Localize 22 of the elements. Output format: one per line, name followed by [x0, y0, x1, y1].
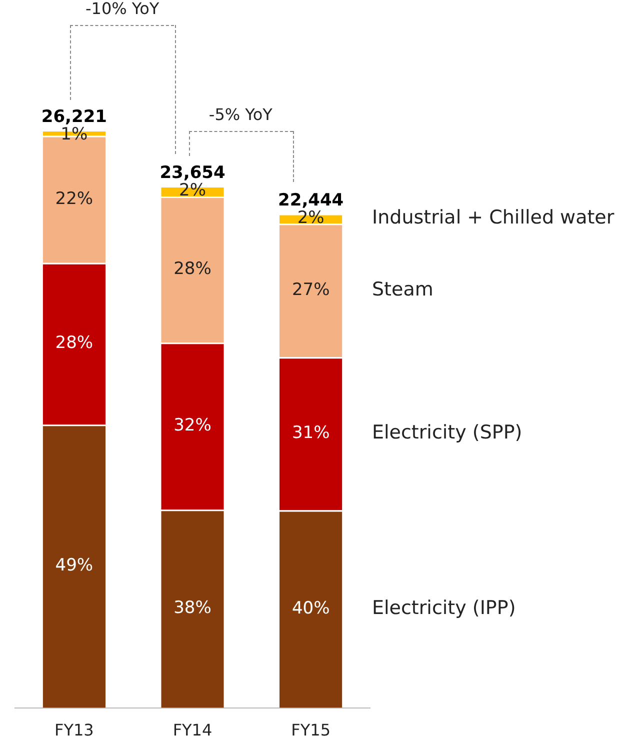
annotation: 23,654 — [160, 162, 226, 183]
series-label: Industrial + Chilled water — [372, 206, 614, 229]
series-label: Electricity (SPP) — [372, 422, 522, 444]
text: 28% — [174, 258, 212, 279]
series-label: Steam — [372, 278, 434, 300]
x-tick-label: FY15 — [291, 720, 331, 740]
text: -5% YoY — [208, 105, 272, 124]
text: 49% — [55, 556, 94, 576]
text: -10% YoY — [86, 0, 160, 18]
series-label: Electricity (IPP) — [372, 596, 516, 619]
annotation: 26,221 — [41, 106, 107, 127]
text: 32% — [174, 416, 212, 436]
text: 31% — [292, 423, 330, 444]
text: 40% — [292, 598, 330, 618]
x-tick-label: FY14 — [172, 720, 212, 740]
text: 1% — [60, 124, 88, 144]
text: 22% — [55, 188, 94, 209]
text: 38% — [174, 598, 212, 618]
annotation: 22,444 — [278, 190, 344, 211]
text: 27% — [292, 280, 330, 300]
x-tick-label: FY13 — [54, 720, 94, 740]
text: 28% — [55, 333, 94, 354]
